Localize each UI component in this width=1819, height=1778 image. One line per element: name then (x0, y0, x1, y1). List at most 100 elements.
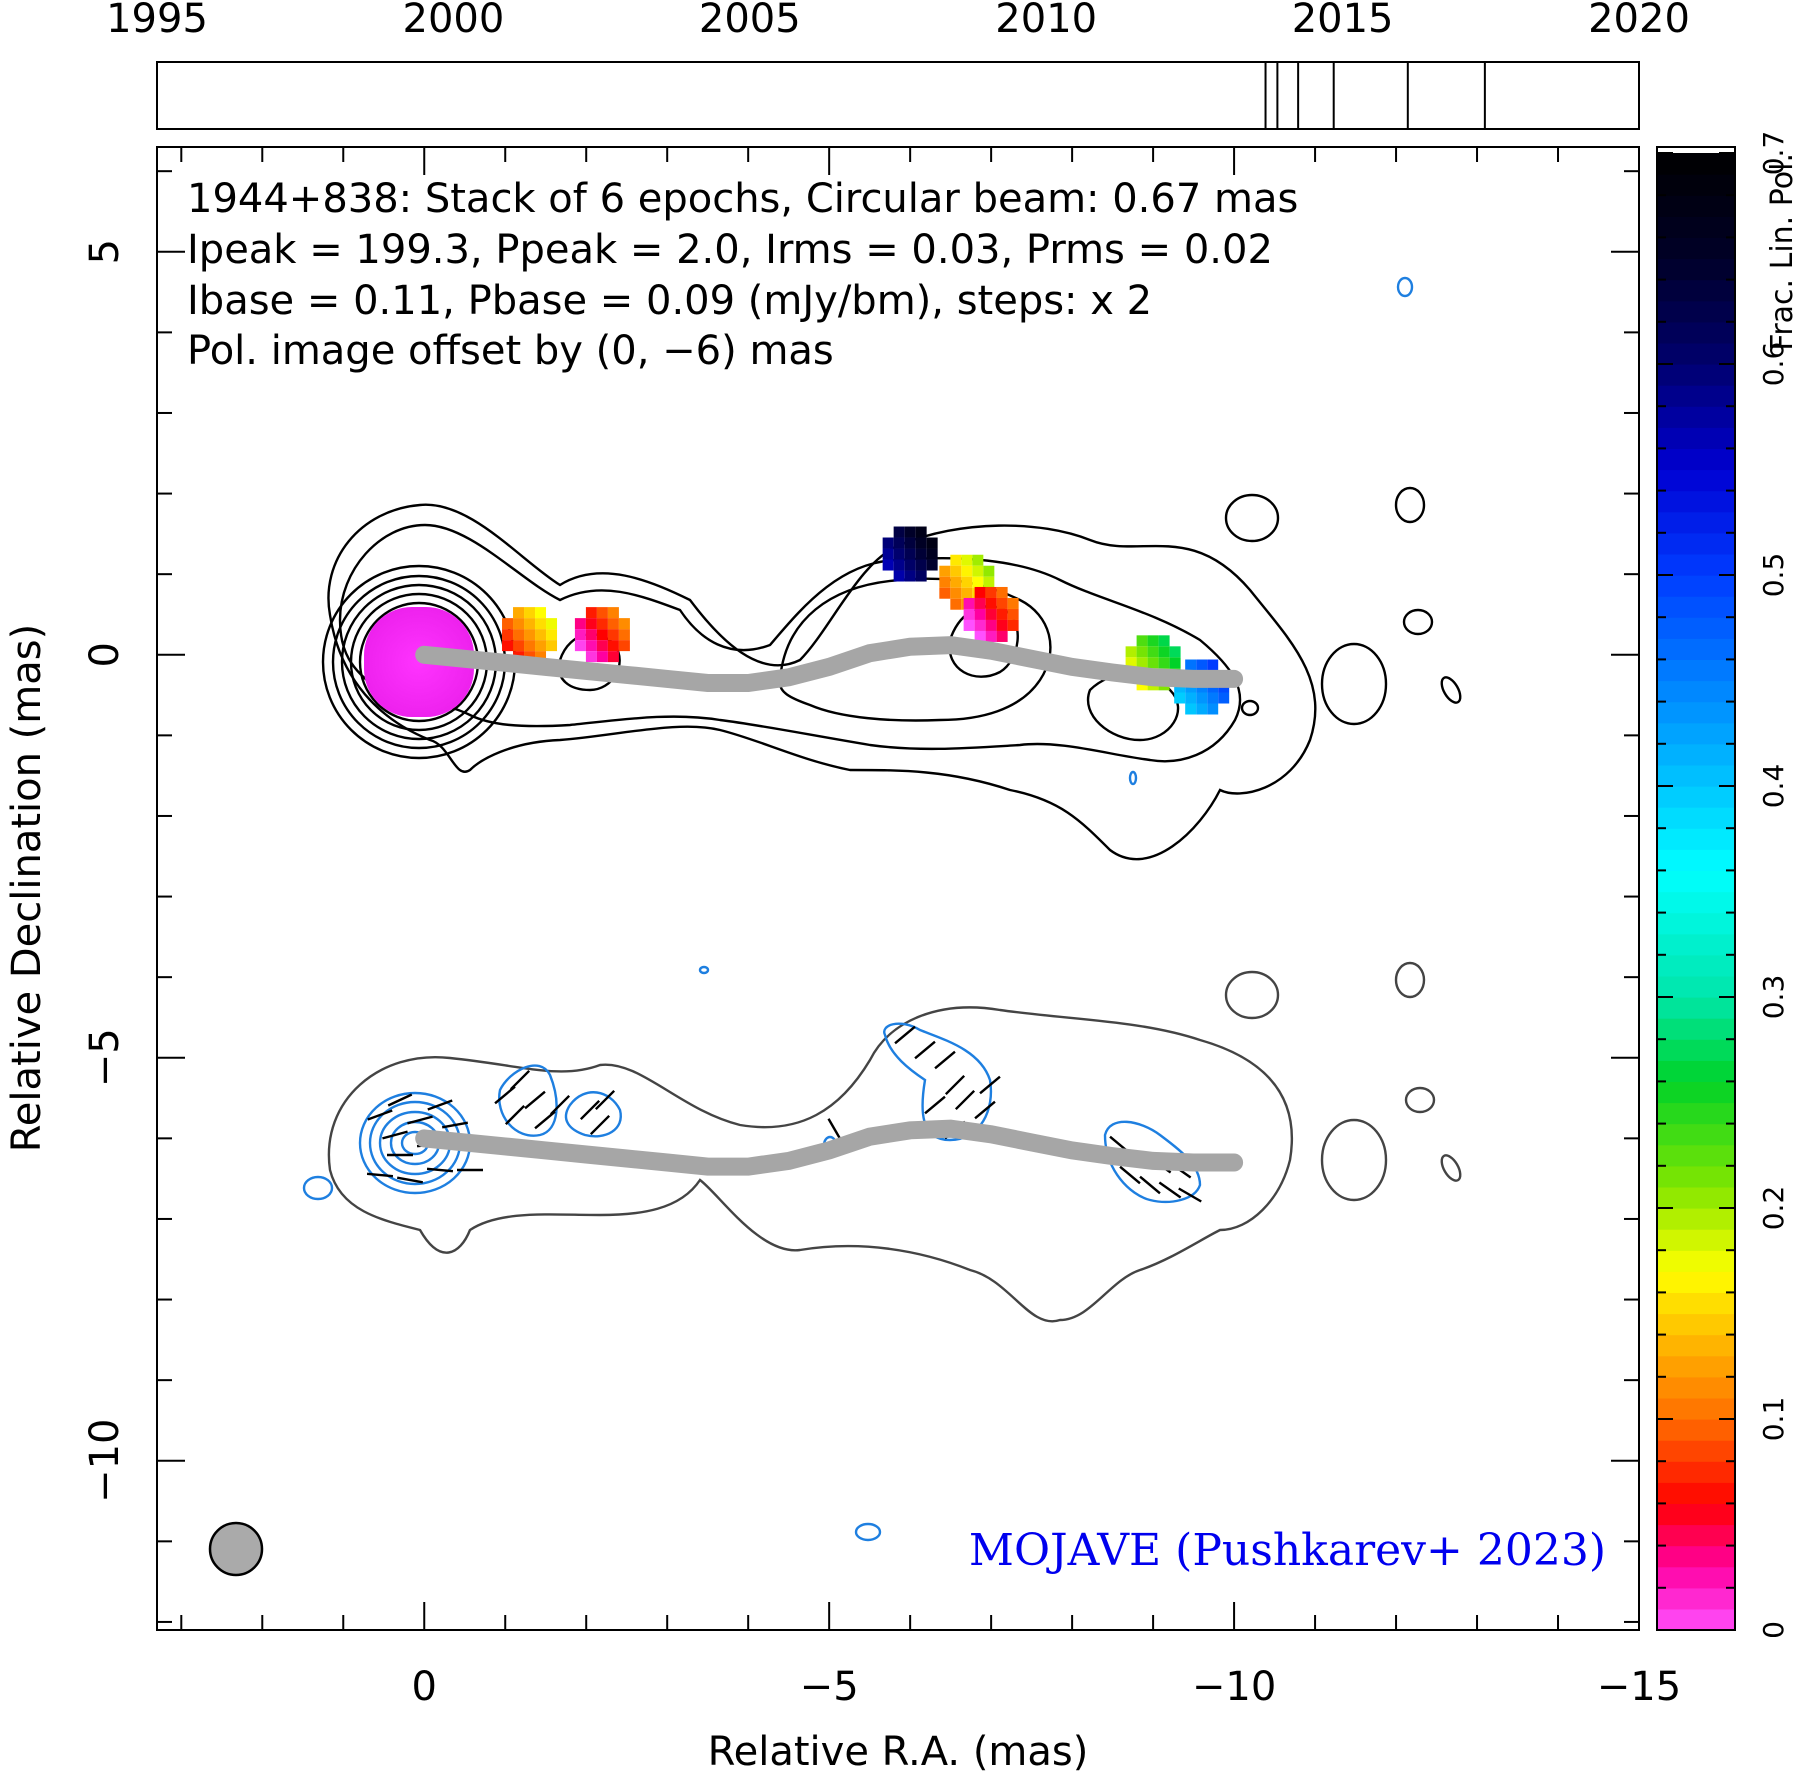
frac-pol-pixel (985, 597, 997, 609)
frac-pol-pixel (974, 586, 986, 598)
colorbar-step (1657, 385, 1735, 407)
colorbar-step (1657, 258, 1735, 281)
frac-pol-pixel (985, 619, 997, 631)
colorbar-step (1657, 975, 1735, 998)
colorbar-step (1657, 1566, 1735, 1589)
frac-pol-pixel (524, 629, 536, 641)
i-island-6 (1240, 699, 1260, 717)
evpa-stick (524, 1090, 546, 1110)
colorbar-step (1657, 701, 1735, 724)
epoch-markers (1264, 62, 1486, 129)
frac-pol-pixel (963, 608, 975, 620)
frac-pol-pixel (1136, 657, 1148, 669)
frac-pol-pixel (1158, 657, 1170, 669)
frac-pol-pixel (618, 629, 630, 641)
frac-pol-pixel (1158, 635, 1170, 647)
frac-pol-pixel (961, 576, 973, 588)
timeline-tick-label: 2015 (1292, 0, 1394, 42)
frac-pol-pixel (904, 526, 916, 538)
evpa-stick (441, 1121, 469, 1129)
timeline-frame (156, 61, 1640, 130)
frac-pol-pixel (983, 565, 995, 577)
frac-pol-pixel (985, 586, 997, 598)
frac-pol-pixel (882, 559, 894, 571)
evpa-stick (579, 1099, 601, 1121)
colorbar-step (1657, 807, 1735, 829)
frac-pol-pixel (996, 608, 1008, 620)
timeline-tick-label: 1995 (106, 0, 208, 42)
frac-pol-pixel (996, 630, 1008, 642)
frac-pol-pixel (596, 651, 608, 663)
frac-pol-pixel (893, 559, 905, 571)
frac-pol-pixel (1147, 635, 1159, 647)
frac-pol-pixel (961, 554, 973, 566)
colorbar-step (1657, 764, 1735, 787)
i-island-5 (1440, 676, 1462, 704)
frac-pol-pixel (1207, 692, 1219, 704)
evpa-stick (934, 1050, 956, 1070)
colorbar-step (1657, 532, 1735, 555)
x-tick-labels: 0 −5 −10 −15 (412, 1664, 1682, 1710)
y-tick-label: 5 (82, 239, 128, 264)
colorbar-step (1657, 279, 1735, 302)
frac-pol-pixel (1185, 692, 1197, 704)
x-tick-label: −5 (800, 1664, 859, 1710)
colorbar-step (1657, 1039, 1735, 1061)
frac-pol-pixel (904, 559, 916, 571)
frac-pol-pixel (502, 629, 514, 641)
frac-pol-pixel (963, 619, 975, 631)
frac-pol-pixel (996, 597, 1008, 609)
frac-pol-pixel (574, 629, 586, 641)
colorbar-tick-label: 0.1 (1757, 1397, 1790, 1442)
colorbar-tick-label: 0.2 (1757, 1186, 1790, 1231)
frac-pol-pixel (607, 629, 619, 641)
frac-pol-pixel (513, 629, 525, 641)
colorbar-tick-labels: 0 0.1 0.2 0.3 0.4 0.5 0.6 0.7 (1757, 131, 1790, 1639)
colorbar-step (1657, 638, 1735, 660)
colorbar-step (1657, 1102, 1735, 1125)
frac-pol-pixel (607, 640, 619, 652)
i-island-2 (1394, 486, 1426, 524)
lower-i-island-4 (1320, 1118, 1388, 1202)
frac-pol-pixel (983, 576, 995, 588)
colorbar-step (1657, 870, 1735, 893)
colorbar-step (1657, 1123, 1735, 1146)
colorbar-step (1657, 300, 1735, 323)
beam-ellipse (208, 1521, 264, 1577)
frac-pol-pixel (502, 640, 514, 652)
frac-pol-pixel (961, 587, 973, 599)
colorbar-step (1657, 1165, 1735, 1188)
frac-pol-patches (502, 526, 1230, 715)
frac-pol-pixel (904, 548, 916, 560)
i-contour-2 (338, 523, 1242, 763)
frac-pol-pixel (963, 597, 975, 609)
timeline-tick-label: 2020 (1588, 0, 1690, 42)
colorbar-step (1657, 1018, 1735, 1040)
frac-pol-pixel (513, 618, 525, 630)
y-tick-labels: 5 0 −5 −10 (82, 239, 128, 1503)
colorbar-step (1657, 828, 1735, 850)
frac-pol-pixel (1196, 659, 1208, 671)
frac-pol-pixel (502, 618, 514, 630)
frac-pol-pixel (585, 651, 597, 663)
colorbar-step (1657, 174, 1735, 196)
colorbar-tick-label: 0.6 (1757, 342, 1790, 387)
colorbar-step (1657, 427, 1735, 449)
timeline-tick-label: 2005 (699, 0, 801, 42)
colorbar-step (1657, 1292, 1735, 1315)
colorbar-tick-label: 0.7 (1757, 131, 1790, 176)
pol-island-4 (698, 965, 710, 975)
lower-i-island-2 (1394, 961, 1426, 999)
frac-pol-pixel (1125, 657, 1137, 669)
evpa-stick (944, 1074, 966, 1096)
colorbar-step (1657, 406, 1735, 428)
colorbar-step (1657, 1587, 1735, 1610)
colorbar-step (1657, 743, 1735, 766)
lower-i-island-5 (1440, 1154, 1462, 1182)
colorbar-step (1657, 195, 1735, 217)
colorbar-step (1657, 1608, 1735, 1631)
frac-pol-patch (574, 607, 630, 663)
frac-pol-pixel (985, 630, 997, 642)
frac-pol-pixel (1158, 646, 1170, 658)
frac-pol-pixel (893, 548, 905, 560)
